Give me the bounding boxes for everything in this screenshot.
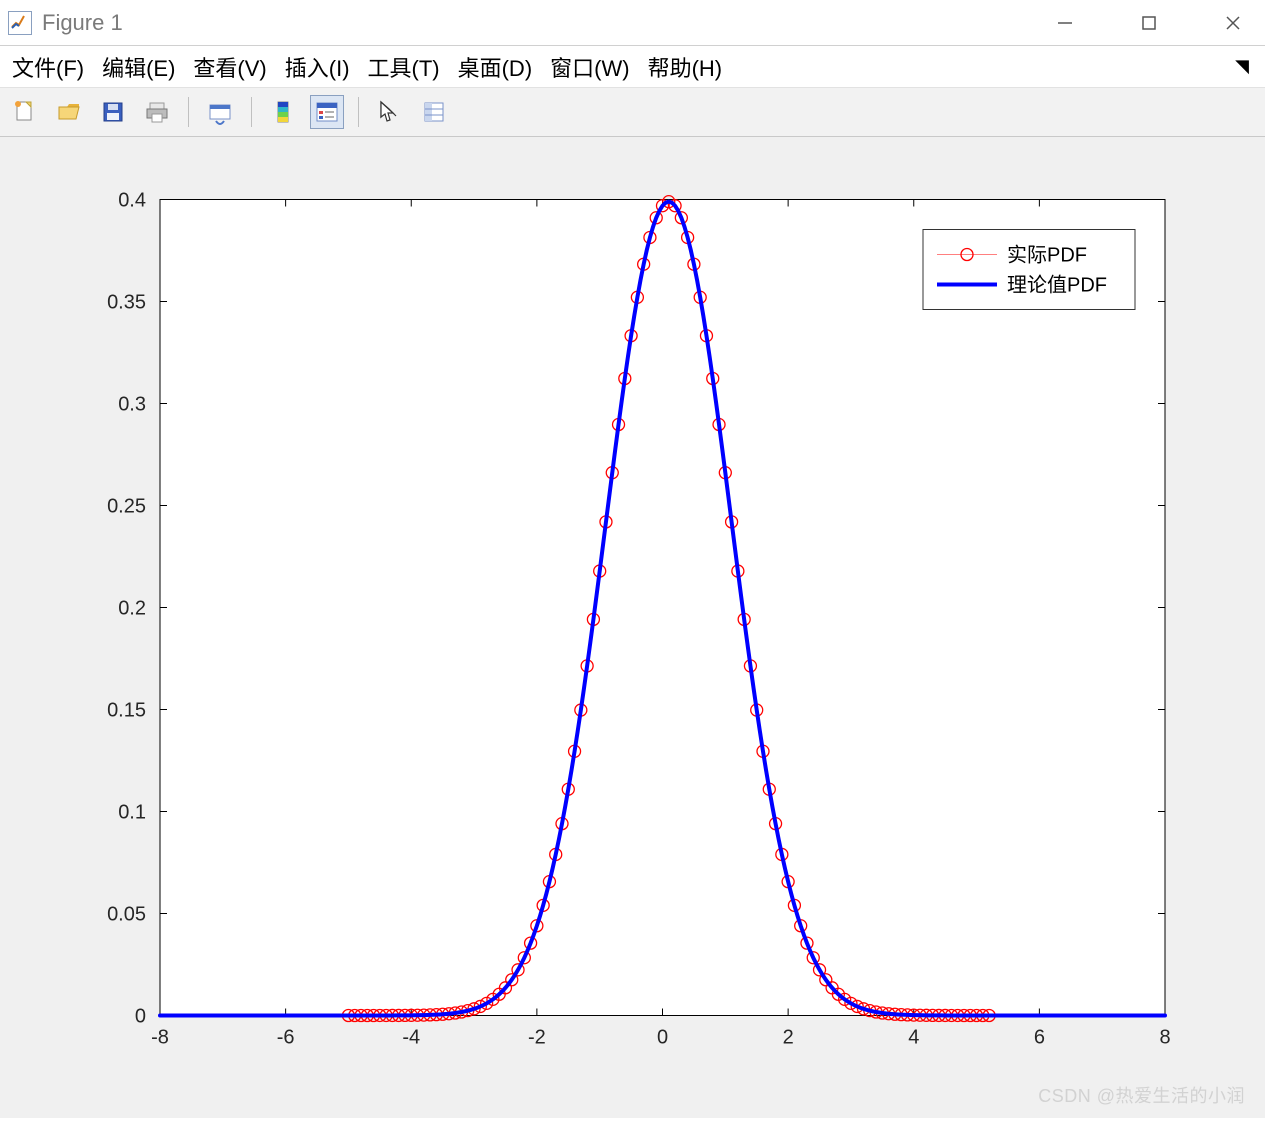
svg-text:0.3: 0.3 <box>118 394 146 416</box>
svg-text:0.4: 0.4 <box>118 190 146 212</box>
svg-text:-6: -6 <box>277 1027 295 1049</box>
colorbar-icon[interactable] <box>266 95 300 129</box>
property-inspector-icon[interactable] <box>417 95 451 129</box>
figure-canvas-area: -8 -6 -4 -2 0 2 4 6 8 0 0.05 0.1 0.15 0.2 0.25 0.3 0.35 0… <box>0 137 1265 1118</box>
minimize-button[interactable] <box>1047 7 1083 39</box>
plot-area <box>160 200 1165 1016</box>
legend-label: 理论值PDF <box>1007 274 1107 297</box>
open-icon[interactable] <box>52 95 86 129</box>
svg-text:0.2: 0.2 <box>118 598 146 620</box>
legend-label: 实际PDF <box>1007 244 1087 267</box>
maximize-button[interactable] <box>1131 7 1167 39</box>
menu-desktop[interactable]: 桌面(D) <box>456 49 535 85</box>
toolbar-separator <box>188 97 189 127</box>
titlebar: Figure 1 <box>0 0 1265 46</box>
svg-text:2: 2 <box>783 1027 794 1049</box>
svg-text:0.35: 0.35 <box>107 292 146 314</box>
svg-text:0.05: 0.05 <box>107 904 146 926</box>
menu-help[interactable]: 帮助(H) <box>646 49 725 85</box>
print-icon[interactable] <box>140 95 174 129</box>
svg-text:0.25: 0.25 <box>107 496 146 518</box>
svg-text:-8: -8 <box>151 1027 169 1049</box>
menu-edit[interactable]: 编辑(E) <box>100 49 177 85</box>
menu-window[interactable]: 窗口(W) <box>548 49 631 85</box>
figure-window: Figure 1 文件(F) 编辑(E) 查看(V) 插入(I) 工具(T) 桌… <box>0 0 1265 1118</box>
new-figure-icon[interactable] <box>8 95 42 129</box>
menu-tools[interactable]: 工具(T) <box>366 49 442 85</box>
toolbar-separator <box>251 97 252 127</box>
svg-text:0.15: 0.15 <box>107 700 146 722</box>
close-button[interactable] <box>1215 7 1251 39</box>
edit-plot-icon[interactable] <box>373 95 407 129</box>
menu-insert[interactable]: 插入(I) <box>283 49 352 85</box>
menubar: 文件(F) 编辑(E) 查看(V) 插入(I) 工具(T) 桌面(D) 窗口(W… <box>0 46 1265 86</box>
insert-legend-icon[interactable] <box>310 95 344 129</box>
svg-text:0.1: 0.1 <box>118 802 146 824</box>
window-title: Figure 1 <box>42 10 123 36</box>
window-controls <box>1047 7 1257 39</box>
svg-text:0: 0 <box>135 1006 146 1028</box>
link-axes-icon[interactable] <box>203 95 237 129</box>
svg-text:-4: -4 <box>402 1027 420 1049</box>
axes[interactable]: -8 -6 -4 -2 0 2 4 6 8 0 0.05 0.1 0.15 0.2 0.25 0.3 0.35 0… <box>0 137 1265 1118</box>
toolbar-separator <box>358 97 359 127</box>
svg-text:0: 0 <box>657 1027 668 1049</box>
menu-file[interactable]: 文件(F) <box>10 49 86 85</box>
svg-text:6: 6 <box>1034 1027 1045 1049</box>
show-toolbar-icon[interactable]: ◥ <box>1235 56 1255 77</box>
toolbar <box>0 87 1265 137</box>
legend[interactable]: 实际PDF 理论值PDF <box>923 230 1135 310</box>
matlab-figure-icon <box>8 11 32 35</box>
svg-text:-2: -2 <box>528 1027 546 1049</box>
save-icon[interactable] <box>96 95 130 129</box>
svg-text:4: 4 <box>908 1027 919 1049</box>
svg-text:8: 8 <box>1159 1027 1170 1049</box>
menu-view[interactable]: 查看(V) <box>191 49 268 85</box>
